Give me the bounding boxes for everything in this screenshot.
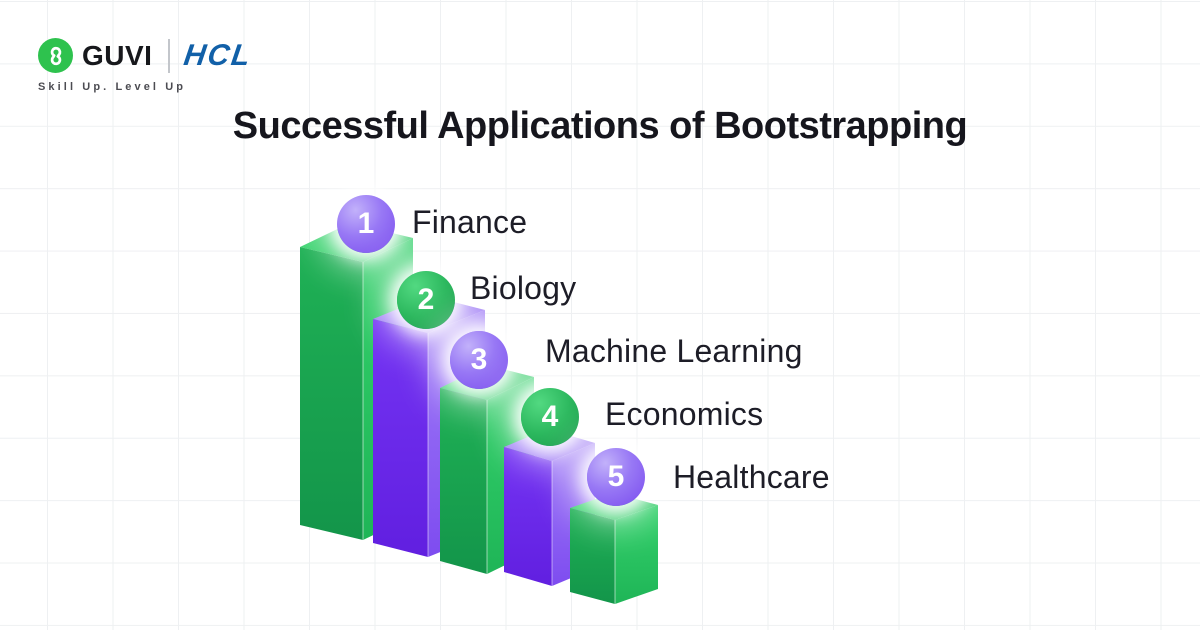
- brand-tagline: Skill Up. Level Up: [38, 81, 187, 93]
- category-label-economics: Economics: [605, 396, 764, 432]
- guvi-g-glyph-icon: [50, 46, 61, 65]
- category-label-healthcare: Healthcare: [673, 459, 830, 495]
- rank-badge-2: 2: [397, 271, 455, 329]
- bar-healthcare: [570, 493, 658, 604]
- rank-badge-3: 3: [450, 331, 508, 389]
- category-label-biology: Biology: [470, 270, 577, 306]
- category-label-machine-learning: Machine Learning: [545, 333, 803, 369]
- guvi-wordmark: GUVI: [82, 39, 153, 71]
- category-label-finance: Finance: [412, 204, 528, 240]
- rank-badge-4: 4: [521, 388, 579, 446]
- guvi-logo-icon: [38, 38, 73, 73]
- brand-header: GUVI HCL Skill Up. Level Up: [38, 38, 255, 93]
- brand-divider: [168, 38, 171, 73]
- rank-badge-5: 5: [587, 448, 645, 506]
- rank-badge-1: 1: [337, 195, 395, 253]
- page-title: Successful Applications of Bootstrapping: [232, 105, 968, 147]
